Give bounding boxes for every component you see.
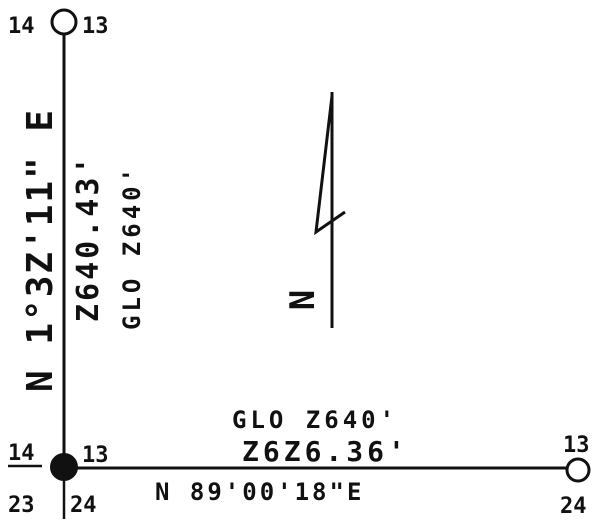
west-line-distance: Z640.43' [71, 154, 106, 323]
south-line-distance: Z6Z6.36' [242, 435, 409, 468]
west-line-glo-distance: GLO Z640' [118, 164, 146, 330]
corner-bottom-right-label-top: 13 [563, 433, 590, 458]
top-left-corner-marker [50, 8, 78, 36]
corner-bottom-left-label-ne: 13 [82, 443, 109, 468]
north-arrow-label: N [283, 290, 323, 310]
south-line-bearing: N 89'00'18"E [155, 478, 364, 506]
bottom-left-corner-marker [50, 453, 78, 481]
north-arrow [314, 92, 346, 328]
corner-bottom-right-label-bottom: 24 [560, 494, 587, 519]
corner-bottom-left-label-nw: 14 [8, 441, 35, 466]
south-line-glo-distance: GLO Z640' [232, 406, 398, 434]
corner-bottom-left-label-sw: 23 [8, 493, 35, 518]
north-arrow-head [314, 95, 346, 236]
corner-bottom-left-label-se: 24 [70, 493, 97, 518]
corner-top-left-label-left: 14 [8, 14, 35, 39]
bottom-right-corner-marker [565, 457, 591, 483]
corner-top-left-label-right: 13 [82, 14, 109, 39]
west-line-bearing: N 1°3Z'11" E [20, 108, 61, 392]
